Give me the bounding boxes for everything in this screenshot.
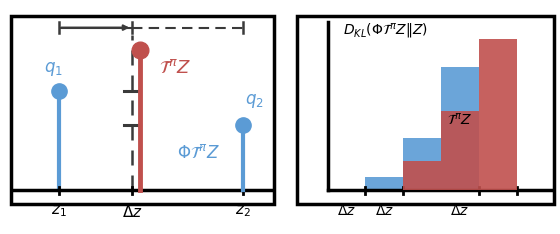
- Bar: [441, 67, 479, 190]
- Bar: [403, 138, 441, 190]
- Text: $\Delta z$: $\Delta z$: [450, 204, 469, 218]
- Text: $\Delta z$: $\Delta z$: [375, 204, 394, 218]
- Bar: [479, 39, 517, 190]
- Bar: [441, 111, 479, 190]
- Text: $q_1$: $q_1$: [44, 60, 63, 78]
- Text: $\mathcal{T}^{\pi}Z$: $\mathcal{T}^{\pi}Z$: [447, 111, 473, 127]
- Text: $q_2$: $q_2$: [245, 92, 264, 110]
- Text: $\Delta z$: $\Delta z$: [337, 204, 356, 218]
- Bar: [403, 161, 441, 190]
- Text: $\Delta z$: $\Delta z$: [122, 204, 143, 219]
- FancyBboxPatch shape: [11, 16, 274, 204]
- Text: $D_{KL}(\Phi\mathcal{T}^{\pi}Z\|Z)$: $D_{KL}(\Phi\mathcal{T}^{\pi}Z\|Z)$: [343, 22, 428, 41]
- Text: $z_2$: $z_2$: [235, 204, 251, 219]
- Text: $\Phi\mathcal{T}^{\pi}Z$: $\Phi\mathcal{T}^{\pi}Z$: [177, 144, 220, 162]
- Text: $z_1$: $z_1$: [51, 204, 67, 219]
- Bar: [366, 177, 403, 190]
- Text: $\mathcal{T}^{\pi}Z$: $\mathcal{T}^{\pi}Z$: [158, 59, 190, 77]
